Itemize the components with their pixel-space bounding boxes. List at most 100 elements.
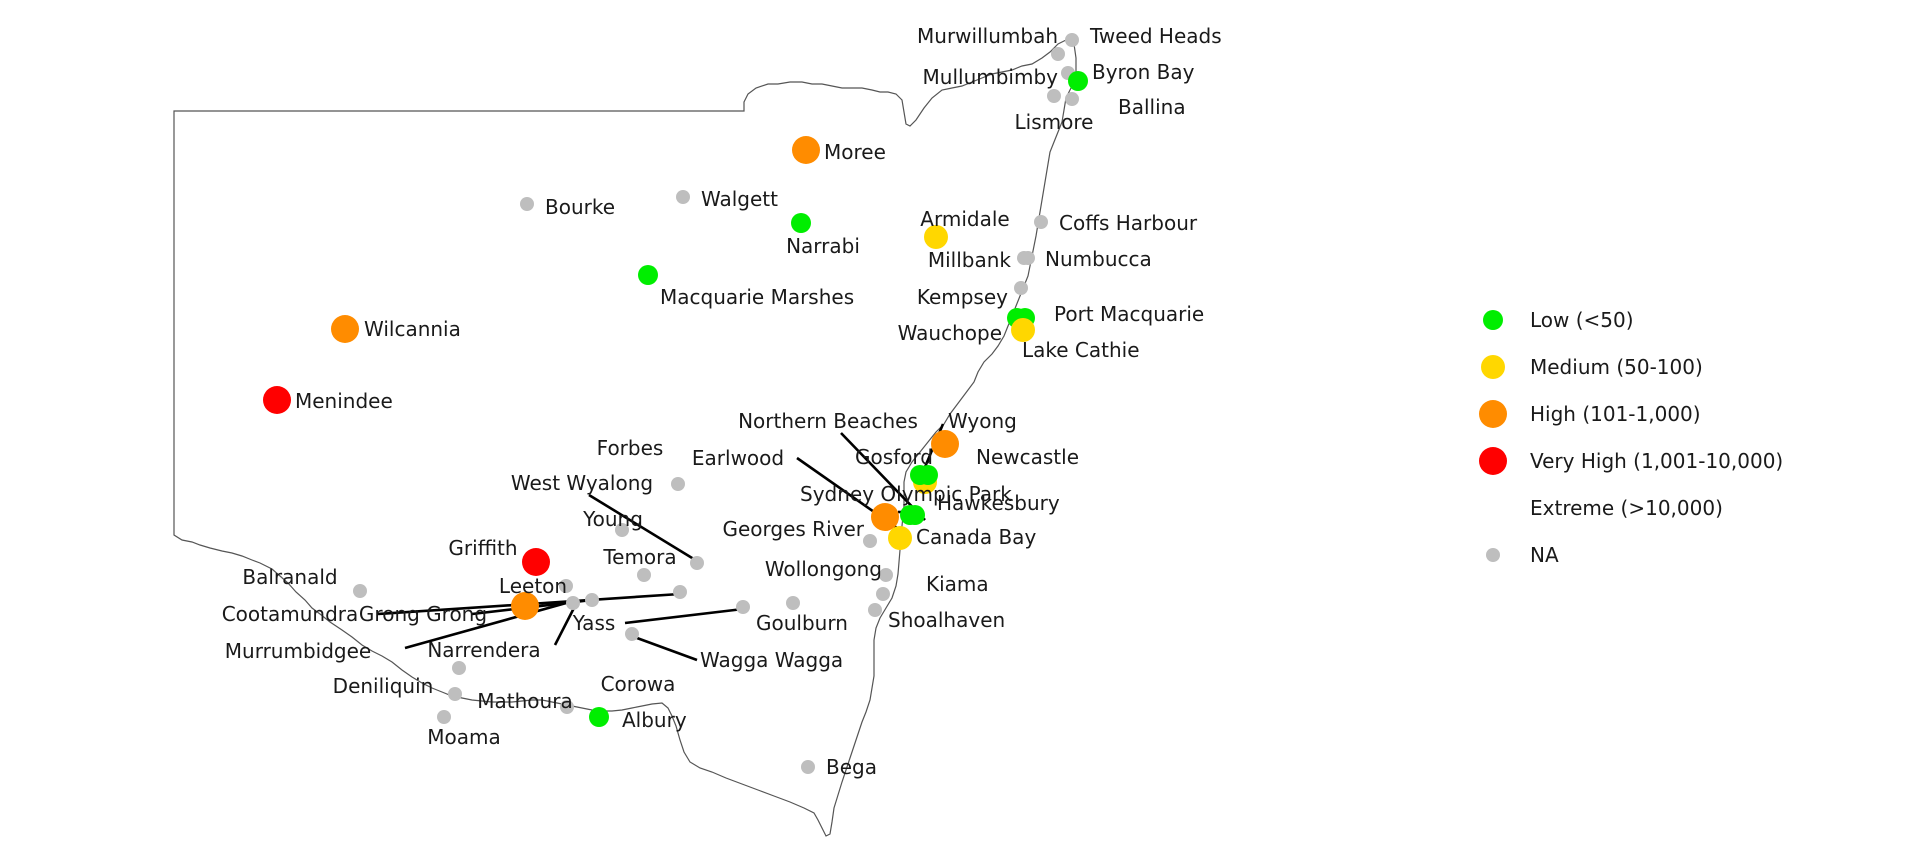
point-lake-cathie[interactable] (1011, 318, 1035, 342)
label-kempsey: Kempsey (917, 285, 1008, 309)
label-sydney-olympic-park: Sydney Olympic Park (800, 482, 1012, 506)
label-narrabi: Narrabi (786, 234, 860, 258)
label-cootamundra: Cootamundra (222, 602, 359, 626)
label-narrendera: Narrendera (427, 638, 540, 662)
label-coffs-harbour: Coffs Harbour (1059, 211, 1198, 235)
legend: Low (<50) Medium (50-100) High (101-1,000)… (1479, 308, 1783, 567)
point-kempsey[interactable] (1014, 281, 1028, 295)
point-cootamundra[interactable] (673, 585, 687, 599)
label-shoalhaven: Shoalhaven (888, 608, 1005, 632)
label-deniliquin: Deniliquin (333, 674, 434, 698)
point-walgett[interactable] (676, 190, 690, 204)
label-northern-beaches: Northern Beaches (738, 409, 918, 433)
label-murwillumbah: Murwillumbah (917, 24, 1058, 48)
point-young[interactable] (615, 523, 629, 537)
point-armidale[interactable] (924, 225, 948, 249)
label-corowa: Corowa (601, 672, 676, 696)
label-ballina: Ballina (1118, 95, 1186, 119)
point-menindee[interactable] (263, 386, 291, 414)
label-mullumbimby: Mullumbimby (923, 65, 1059, 89)
point-leeton[interactable] (559, 579, 573, 593)
legend-swatch-low-50 (1483, 310, 1503, 330)
legend-label-extreme-10-000: Extreme (>10,000) (1530, 496, 1723, 520)
point-balranald[interactable] (353, 584, 367, 598)
map-points (263, 33, 1088, 774)
legend-label-low-50: Low (<50) (1530, 308, 1634, 332)
label-gosford: Gosford (855, 445, 933, 469)
point-corowa[interactable] (560, 700, 574, 714)
label-port-macquarie: Port Macquarie (1054, 302, 1204, 326)
point-moree[interactable] (792, 136, 820, 164)
point-byron-bay[interactable] (1068, 71, 1088, 91)
label-wyong: Wyong (948, 409, 1017, 433)
leader-narrendera (553, 603, 578, 646)
label-griffith: Griffith (448, 536, 517, 560)
point-kiama[interactable] (876, 587, 890, 601)
label-canada-bay: Canada Bay (916, 525, 1036, 549)
label-bourke: Bourke (545, 195, 615, 219)
point-narrabi[interactable] (791, 213, 811, 233)
point-deniliquin[interactable] (452, 661, 466, 675)
label-leeton: Leeton (499, 574, 567, 598)
point-griffith[interactable] (522, 548, 550, 576)
label-young: Young (582, 507, 643, 531)
point-hawkesbury[interactable] (905, 505, 925, 525)
label-byron-bay: Byron Bay (1092, 60, 1195, 84)
point-gosford[interactable] (910, 465, 930, 485)
label-wollongong: Wollongong (765, 557, 882, 581)
point-georges-river[interactable] (863, 534, 877, 548)
point-earlwood[interactable] (871, 503, 899, 531)
point-shoalhaven[interactable] (868, 603, 882, 617)
label-balranald: Balranald (242, 565, 337, 589)
label-yass: Yass (572, 611, 616, 635)
point-wollongong[interactable] (879, 568, 893, 582)
label-bega: Bega (826, 755, 877, 779)
label-mathoura: Mathoura (477, 689, 572, 713)
point-temora[interactable] (637, 568, 651, 582)
label-lake-cathie: Lake Cathie (1022, 338, 1140, 362)
legend-swatch-na (1486, 548, 1500, 562)
label-goulburn: Goulburn (756, 611, 848, 635)
label-moama: Moama (427, 725, 501, 749)
label-menindee: Menindee (295, 389, 393, 413)
label-wagga-wagga: Wagga Wagga (700, 648, 843, 672)
label-forbes: Forbes (597, 436, 664, 460)
point-canada-bay[interactable] (888, 526, 912, 550)
label-millbank: Millbank (928, 248, 1012, 272)
point-wagga-wagga[interactable] (625, 627, 639, 641)
point-mathoura[interactable] (448, 687, 462, 701)
point-moama[interactable] (437, 710, 451, 724)
point-macquarie-marshes[interactable] (638, 265, 658, 285)
point-bega[interactable] (801, 760, 815, 774)
point-wilcannia[interactable] (331, 315, 359, 343)
point-west-wyalong[interactable] (690, 556, 704, 570)
point-bourke[interactable] (520, 197, 534, 211)
map-labels: Murwillumbah Tweed Heads Mullumbimby Byron … (222, 24, 1222, 779)
point-yass[interactable] (736, 600, 750, 614)
point-ballina[interactable] (1065, 92, 1079, 106)
point-murwillumbah[interactable] (1051, 47, 1065, 61)
label-wilcannia: Wilcannia (364, 317, 461, 341)
point-murrumbidgee[interactable] (511, 592, 539, 620)
leader-west-wyalong (588, 493, 698, 563)
point-forbes[interactable] (671, 477, 685, 491)
point-albury[interactable] (589, 707, 609, 727)
point-numbucca[interactable] (1021, 251, 1035, 265)
point-newcastle[interactable] (931, 430, 959, 458)
point-grong-grong[interactable] (585, 593, 599, 607)
point-tweed-heads[interactable] (1065, 33, 1079, 47)
label-tweed-heads: Tweed Heads (1089, 24, 1222, 48)
label-murrumbidgee: Murrumbidgee (225, 639, 371, 663)
point-narrendera[interactable] (566, 596, 580, 610)
label-lismore: Lismore (1015, 110, 1094, 134)
point-coffs-harbour[interactable] (1034, 215, 1048, 229)
point-goulburn[interactable] (786, 596, 800, 610)
label-west-wyalong: West Wyalong (511, 471, 653, 495)
point-lismore[interactable] (1047, 89, 1061, 103)
label-numbucca: Numbucca (1045, 247, 1152, 271)
legend-label-high-101-1-000: High (101-1,000) (1530, 402, 1701, 426)
label-hawkesbury: Hawkesbury (937, 491, 1060, 515)
leader-wagga-wagga (636, 636, 698, 662)
legend-swatch-very-high-1-001-10-000 (1479, 447, 1507, 475)
leader-murrumbidgee (404, 598, 578, 650)
